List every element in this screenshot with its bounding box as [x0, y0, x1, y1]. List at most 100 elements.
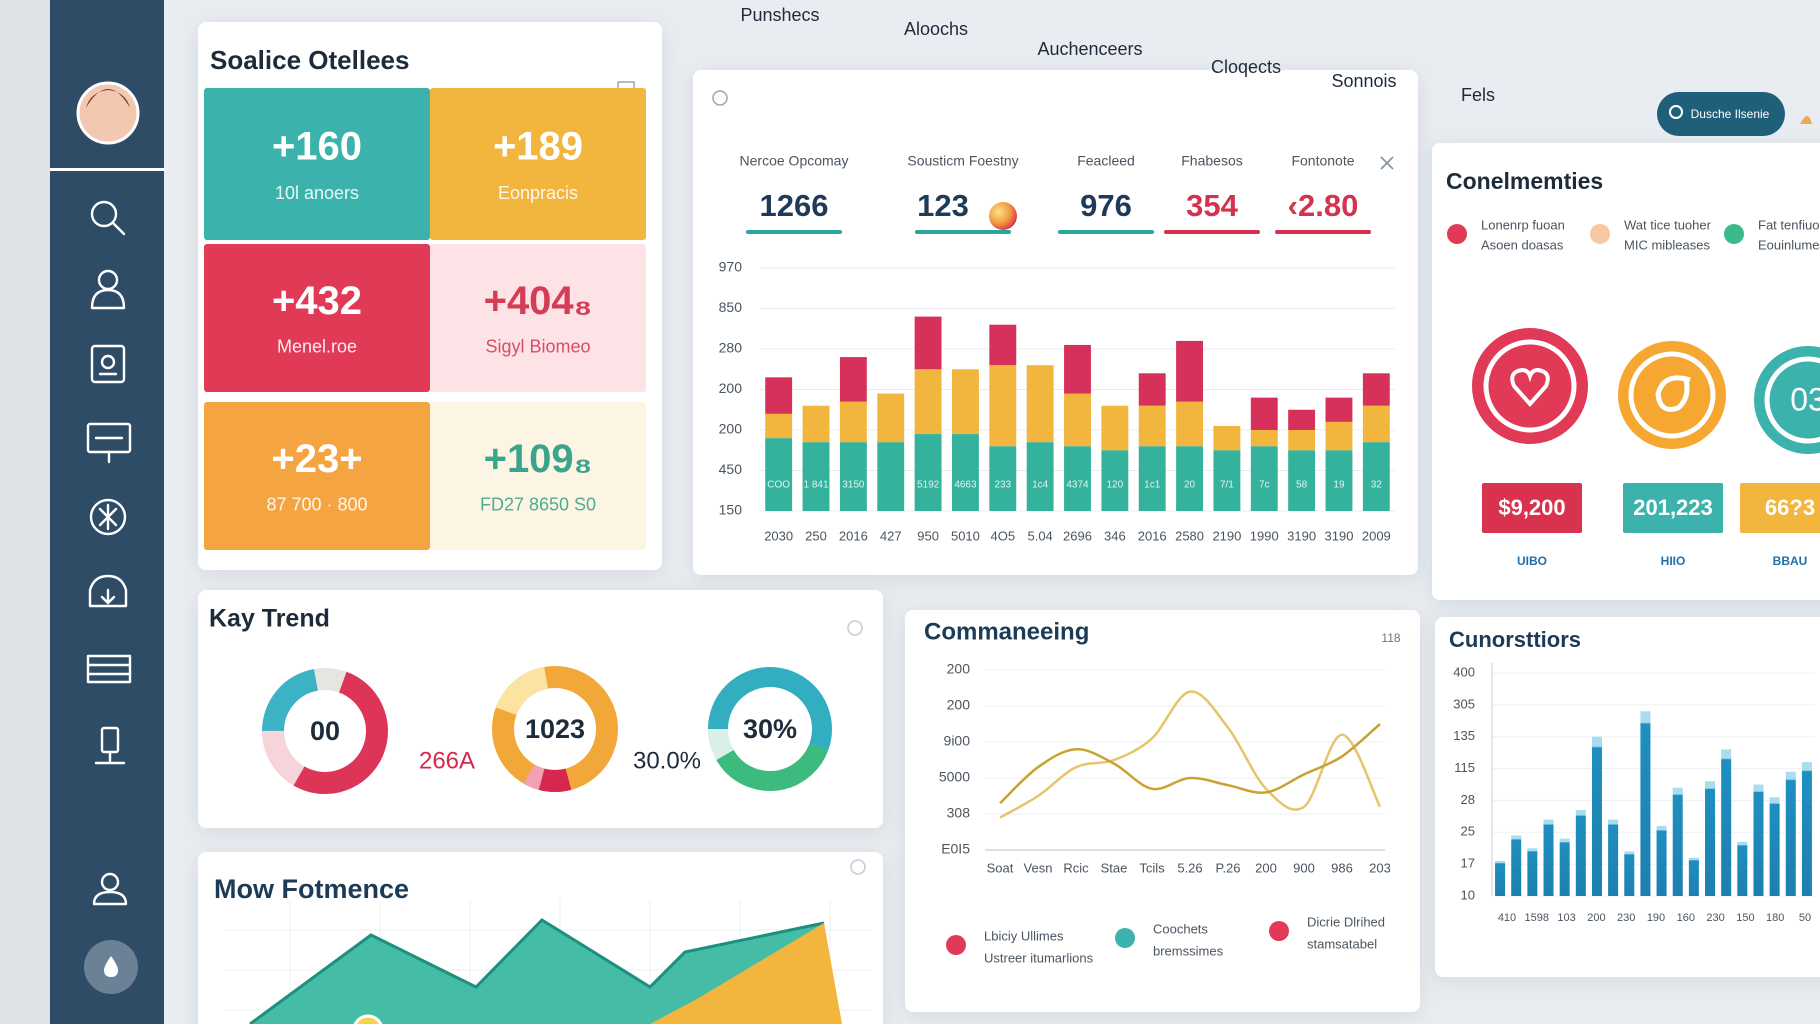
bar-segment: [1176, 446, 1204, 511]
y-tick-label: 200: [947, 661, 971, 677]
bar-segment: [1362, 373, 1390, 406]
search-label[interactable]: Dusche Ilsenie: [1691, 107, 1770, 121]
bar-segment: [1064, 446, 1091, 511]
legend-text: Ustreer itumarlions: [984, 950, 1094, 965]
donut-center: 1023: [525, 714, 585, 744]
line-corner: 118: [1381, 631, 1400, 645]
metric-label: Feacleed: [1077, 153, 1135, 169]
badge-caption: HIIO: [1661, 554, 1686, 568]
kpi-value: +404₈: [484, 279, 593, 323]
nav-item[interactable]: Cloqects: [1211, 57, 1281, 77]
bar-label: 120: [1107, 480, 1124, 491]
bar: [1785, 771, 1796, 896]
ring-orange-inner: [1628, 351, 1716, 439]
kpi-tile: [204, 402, 430, 550]
y-tick-label: 200: [947, 697, 971, 713]
y-tick-label: 28: [1461, 792, 1475, 807]
bar-segment: [877, 442, 905, 511]
search-button[interactable]: [1657, 92, 1785, 136]
bar-segment: [951, 369, 979, 435]
nav-item[interactable]: Auchenceers: [1037, 39, 1142, 59]
summary-title: Soalice Otellees: [210, 45, 409, 75]
metric-underline: [915, 230, 1011, 234]
badge-caption: BBAU: [1773, 554, 1808, 568]
legend-text: stamsatabel: [1307, 936, 1377, 951]
trend-note: 30.0%: [633, 747, 701, 774]
icon-document[interactable]: [90, 344, 126, 384]
icon-monitor[interactable]: [86, 422, 132, 464]
y-tick-label: 5000: [939, 769, 970, 785]
metric-value: 354: [1186, 188, 1238, 223]
bar: [1753, 784, 1764, 896]
bar: [1511, 835, 1522, 896]
y-tick-label: 9i00: [944, 733, 971, 749]
icon-device[interactable]: [94, 726, 126, 765]
line-series: [999, 723, 1381, 805]
y-tick-label: 25: [1461, 824, 1475, 839]
kpi-tile: [204, 244, 430, 392]
bar-label: 4663: [954, 480, 977, 491]
stats-icon[interactable]: [712, 90, 728, 106]
bar-segment: [1138, 373, 1166, 406]
performance-line: [249, 918, 825, 1024]
metric-ball: [989, 202, 1017, 230]
metric-underline: [746, 230, 842, 234]
icon-list[interactable]: [86, 654, 132, 684]
legend-dot: [1269, 921, 1289, 941]
nav-item[interactable]: Aloochs: [904, 19, 968, 39]
badge: [1623, 483, 1723, 533]
bar-segment: [802, 442, 830, 511]
kpi-value: +432: [272, 279, 362, 323]
nav-item[interactable]: Fels: [1461, 85, 1495, 105]
bar-segment: [1064, 393, 1091, 447]
bar-segment: [1288, 409, 1316, 430]
bar-segment: [1138, 405, 1166, 447]
donut-center: 00: [310, 716, 340, 746]
x-tick-label: 3190: [1287, 528, 1316, 543]
x-tick-label: 203: [1369, 860, 1391, 875]
bar: [1688, 857, 1699, 896]
close-icon[interactable]: [1380, 156, 1394, 170]
ring-orange: [1618, 341, 1726, 449]
x-tick-label: 900: [1293, 860, 1315, 875]
icon-profile[interactable]: [92, 872, 128, 906]
x-tick-label: 5010: [951, 528, 980, 543]
trend-icon[interactable]: [847, 620, 863, 636]
performance-icon[interactable]: [850, 859, 866, 875]
bar-segment: [765, 438, 793, 511]
kpi-value: +189: [493, 124, 583, 168]
x-tick-label: 200: [1587, 912, 1605, 924]
bar-label: 5192: [917, 480, 940, 491]
donut-segment: [708, 667, 832, 791]
metric-underline: [1275, 230, 1371, 234]
bell-icon[interactable]: [1800, 116, 1812, 124]
y-tick-label: 400: [1453, 664, 1475, 679]
badge: [1740, 483, 1820, 533]
x-tick-label: 346: [1104, 528, 1126, 543]
ring-teal: [1754, 346, 1820, 454]
avatar[interactable]: [76, 81, 140, 145]
bar: [1495, 860, 1506, 896]
icon-settings[interactable]: [89, 498, 127, 536]
x-tick-label: 1990: [1250, 528, 1279, 543]
trend-title: Kay Trend: [209, 605, 330, 633]
bar-segment: [1064, 344, 1091, 394]
bar-segment: [914, 316, 942, 370]
nav-item[interactable]: Punshecs: [740, 5, 819, 25]
icon-user[interactable]: [90, 269, 126, 310]
badge-value: 66?3: [1765, 495, 1815, 520]
heart-icon: [1510, 367, 1550, 408]
x-tick-label: 2016: [1138, 528, 1167, 543]
x-tick-label: 5.04: [1027, 528, 1052, 543]
metric-value: 976: [1080, 188, 1132, 223]
bar-segment: [1250, 430, 1278, 447]
sidebar-divider: [50, 168, 164, 171]
bar-label: 20: [1184, 480, 1196, 491]
legend-text: bremssimes: [1153, 943, 1224, 958]
icon-cloud[interactable]: [88, 574, 128, 608]
x-tick-label: Rcic: [1063, 860, 1089, 875]
nav-item[interactable]: Sonnois: [1331, 71, 1396, 91]
icon-search[interactable]: [90, 200, 126, 236]
ring-text: 03: [1790, 381, 1820, 417]
y-tick-label: 308: [947, 805, 971, 821]
